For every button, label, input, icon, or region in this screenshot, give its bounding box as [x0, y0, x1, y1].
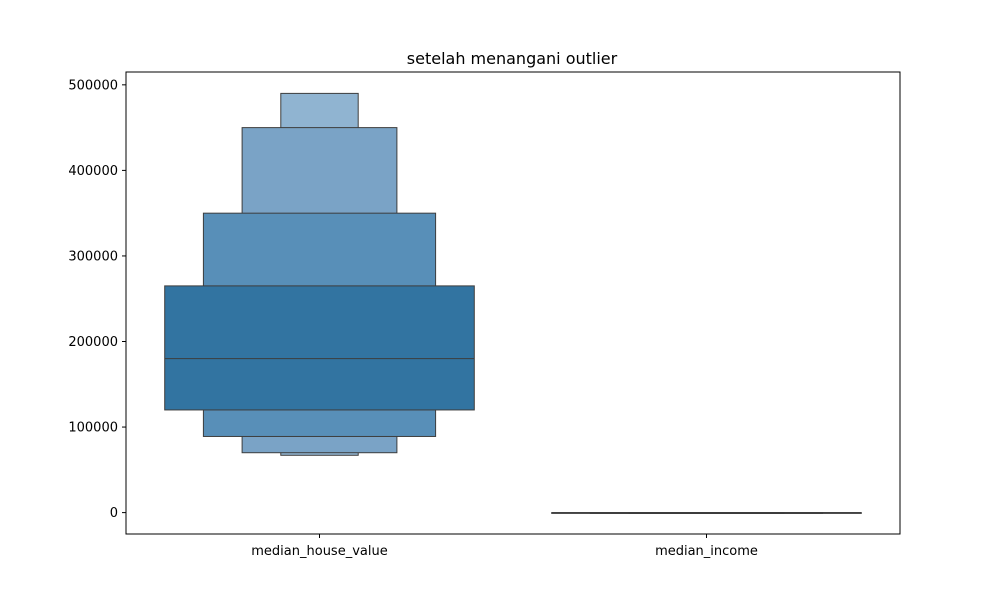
y-tick-label: 0 [110, 506, 118, 521]
plot-area [164, 92, 862, 514]
y-tick-label: 300000 [68, 249, 118, 264]
x-tick-label-median-income: median_income [655, 544, 758, 559]
x-axis: median_house_value median_income [251, 534, 758, 559]
y-axis: 0 100000 200000 300000 400000 500000 [68, 78, 126, 521]
y-tick-label: 200000 [68, 335, 118, 350]
boxen-group-median-income [551, 512, 862, 514]
y-tick-label: 500000 [68, 78, 118, 93]
x-tick-label-median-house-value: median_house_value [251, 544, 387, 559]
y-tick-label: 400000 [68, 164, 118, 179]
chart-title: setelah menangani outlier [407, 49, 618, 68]
boxen-box-level-1 [164, 285, 475, 411]
boxen-group-median-house-value [164, 92, 475, 456]
y-tick-label: 100000 [68, 421, 118, 436]
plot-frame [125, 71, 901, 535]
